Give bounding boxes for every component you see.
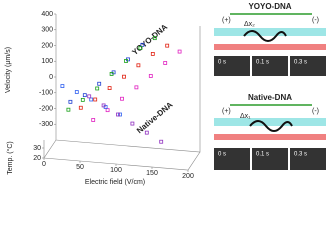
frames: 0 s 0.1 s 0.3 s [214,148,326,170]
point [60,84,65,88]
frame [252,56,288,76]
frame [252,148,288,170]
point [148,74,153,78]
point [124,59,128,63]
point [136,63,141,68]
point [66,107,71,112]
shift-label: Δx₂ [244,21,255,28]
point [95,86,100,91]
point [165,43,170,48]
floor [43,139,201,171]
point [87,94,92,99]
x-axis-label: Electric field (V/cm) [85,179,145,186]
point [91,118,96,122]
point [130,121,135,126]
y-tick-label: 100 [41,58,53,65]
shift-label: Δx₁ [240,113,251,120]
point [159,139,164,144]
y-tick-label: 200 [41,42,53,49]
dna [243,30,287,42]
dna [249,120,293,132]
y-tick-label: -200 [39,105,53,112]
frame-time: 0.1 s [256,60,269,66]
point [107,86,112,90]
point [89,97,94,102]
frame [290,56,326,76]
point [140,42,145,47]
x-tick-label: 50 [76,164,84,171]
point [74,90,79,94]
point [93,97,98,102]
point [101,103,106,108]
y-axis-label: Velocity (μm/s) [5,47,12,93]
x-tick-label: 0 [42,161,46,168]
electrode-minus: (-) [312,108,319,115]
schematic-bottom: Native-DNA (+) (-) Δx₁ 0 s 0.1 s 0.3 s [214,93,326,170]
point [109,72,114,76]
frame [214,148,250,170]
point [118,112,122,117]
electrode-minus: (-) [312,17,319,24]
point [134,85,139,90]
frame [214,56,250,76]
point [68,99,73,104]
y-tick-label: -300 [39,121,53,128]
x-tick-label: 100 [110,167,122,174]
point [163,61,168,65]
y-tick-label: 0 [49,74,53,81]
point [138,46,143,50]
frame-time: 0.3 s [294,60,307,66]
schematic-top: YOYO-DNA (+) (-) Δx₂ 0 s 0.1 s 0.3 s [214,2,326,76]
x-tick-label: 150 [146,170,158,177]
z-tick-label: 30 [33,145,41,152]
point [80,97,85,102]
electrode-plus: (+) [222,108,231,115]
frame-time: 0 s [218,60,226,66]
annotation: Native-DNA [135,100,175,135]
point [105,108,110,113]
point [82,93,87,98]
point [97,81,102,86]
frame [290,148,326,170]
z-tick-label: 20 [33,155,41,162]
y-tick-label: 400 [41,11,53,18]
axes-frame [43,14,201,171]
electrode-plus: (+) [222,17,231,24]
front-plane [55,14,201,153]
point [122,74,126,79]
point [116,112,120,117]
channel [214,28,326,36]
point [152,36,157,41]
surface [214,134,326,140]
y-tick-label: -100 [39,90,53,97]
z-axis-label: Temp. (°C) [6,141,14,175]
frame-time: 0 s [218,152,226,158]
figure: Velocity (μm/s) Temp. (°C) Electric fiel… [5,2,326,186]
schematic-title: YOYO-DNA [248,2,291,11]
channel [214,118,326,126]
surface [214,44,326,50]
frame-time: 0.3 s [294,152,307,158]
frame-time: 0.1 s [256,152,269,158]
point [144,130,149,135]
point [78,105,83,110]
point [120,96,124,101]
schematic-title: Native-DNA [248,93,292,102]
page: Velocity (μm/s) Temp. (°C) Electric fiel… [4,2,326,186]
point [177,49,182,54]
x-tick-label: 200 [182,173,194,180]
y-tick-label: 300 [41,27,53,34]
frames: 0 s 0.1 s 0.3 s [214,56,326,76]
point [150,52,155,56]
annotation: YOYO-DNA [130,22,169,57]
